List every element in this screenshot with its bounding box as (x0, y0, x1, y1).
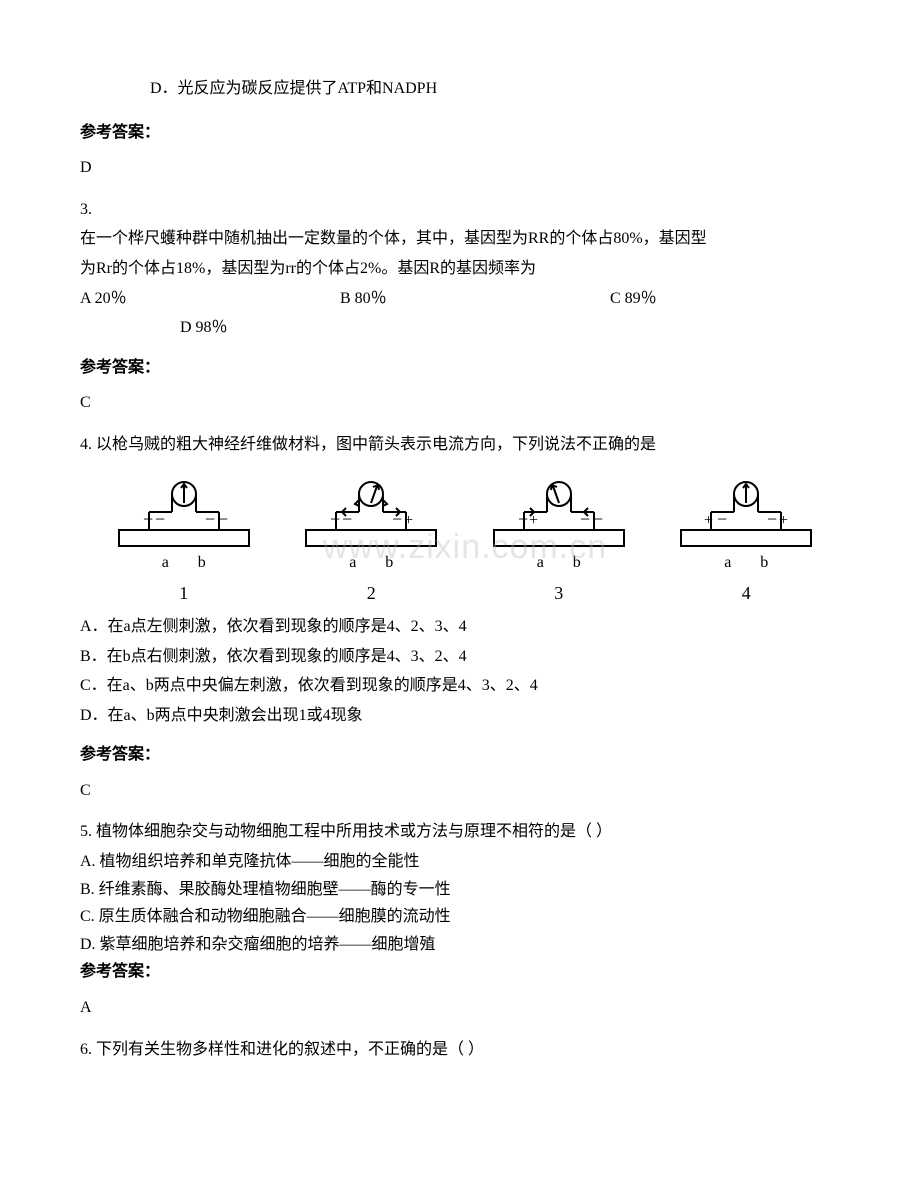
q3-line1: 在一个桦尺蠖种群中随机抽出一定数量的个体，其中，基因型为RR的个体占80%，基因… (80, 226, 840, 252)
circuit-svg-3: − + − − (484, 472, 634, 550)
circuit-svg-2: − − − + (296, 472, 446, 550)
q5-options: A. 植物组织培养和单克隆抗体——细胞的全能性 B. 纤维素酶、果胶酶处理植物细… (80, 849, 840, 957)
svg-text:−: − (205, 509, 215, 529)
q2-option-d: D．光反应为碳反应提供了ATP和NADPH (150, 76, 840, 102)
q3-answer-label: 参考答案： (80, 355, 840, 381)
panel-labels-3: a b (479, 550, 639, 576)
svg-text:−: − (218, 509, 228, 529)
q2-answer: D (80, 155, 840, 181)
q6-stem: 6. 下列有关生物多样性和进化的叙述中，不正确的是（ ） (80, 1037, 840, 1063)
q4-option-c: C．在a、b两点中央偏左刺激，依次看到现象的顺序是4、3、2、4 (80, 673, 840, 699)
panel-number-1: 1 (104, 579, 264, 608)
svg-text:−: − (717, 509, 727, 529)
svg-text:+: + (704, 512, 713, 529)
panel-labels-2: a b (291, 550, 451, 576)
panel-number-2: 2 (291, 579, 451, 608)
q4-stem: 4. 以枪乌贼的粗大神经纤维做材料，图中箭头表示电流方向，下列说法不正确的是 (80, 432, 840, 458)
q3-options-row: A 20％ B 80％ C 89％ (80, 286, 840, 312)
q5-option-a: A. 植物组织培养和单克隆抗体——细胞的全能性 (80, 849, 840, 875)
q5-answer-label: 参考答案： (80, 959, 840, 985)
svg-text:−: − (593, 509, 603, 529)
q5-option-b: B. 纤维素酶、果胶酶处理植物细胞壁——酶的专一性 (80, 877, 840, 903)
q4-answer: C (80, 778, 840, 804)
panel-number-3: 3 (479, 579, 639, 608)
panel-labels-4: a b (666, 550, 826, 576)
q5-answer: A (80, 995, 840, 1021)
circuit-svg-4: + − − + (671, 472, 821, 550)
svg-text:−: − (580, 509, 590, 529)
svg-text:−: − (330, 509, 340, 529)
svg-text:+: + (529, 512, 538, 529)
q3-option-a: A 20％ (80, 286, 340, 312)
circuit-svg-1: − − − − (109, 472, 259, 550)
svg-text:+: + (779, 512, 788, 529)
q2-answer-label: 参考答案： (80, 120, 840, 146)
svg-text:+: + (404, 512, 413, 529)
svg-text:−: − (155, 509, 165, 529)
q3-line2: 为Rr的个体占18%，基因型为rr的个体占2%。基因R的基因频率为 (80, 256, 840, 282)
diagram-panel-2: − − − + a b 2 (291, 472, 451, 608)
q3-option-d: D 98％ (180, 315, 840, 341)
diagram-panel-4: + − − + a b 4 (666, 472, 826, 608)
svg-text:−: − (392, 509, 402, 529)
q3-option-c: C 89％ (610, 286, 750, 312)
q4-option-b: B．在b点右侧刺激，依次看到现象的顺序是4、3、2、4 (80, 644, 840, 670)
q3-answer: C (80, 390, 840, 416)
svg-text:−: − (342, 509, 352, 529)
svg-text:−: − (767, 509, 777, 529)
q3-number: 3. (80, 197, 840, 223)
q5-option-d: D. 紫草细胞培养和杂交瘤细胞的培养——细胞增殖 (80, 932, 840, 958)
diagram-panel-1: − − − − a b 1 (104, 472, 264, 608)
panel-labels-1: a b (104, 550, 264, 576)
q4-answer-label: 参考答案： (80, 742, 840, 768)
q5-stem: 5. 植物体细胞杂交与动物细胞工程中所用技术或方法与原理不相符的是（ ） (80, 819, 840, 845)
diagram-panel-3: − + − − a b 3 (479, 472, 639, 608)
q3-option-b: B 80％ (340, 286, 610, 312)
q5-option-c: C. 原生质体融合和动物细胞融合——细胞膜的流动性 (80, 904, 840, 930)
q4-diagram-row: www.zixin.com.cn − − − − a b (90, 472, 840, 608)
q4-option-d: D．在a、b两点中央刺激会出现1或4现象 (80, 703, 840, 729)
panel-number-4: 4 (666, 579, 826, 608)
svg-text:−: − (518, 509, 528, 529)
svg-text:−: − (143, 509, 153, 529)
q4-option-a: A．在a点左侧刺激，依次看到现象的顺序是4、2、3、4 (80, 614, 840, 640)
